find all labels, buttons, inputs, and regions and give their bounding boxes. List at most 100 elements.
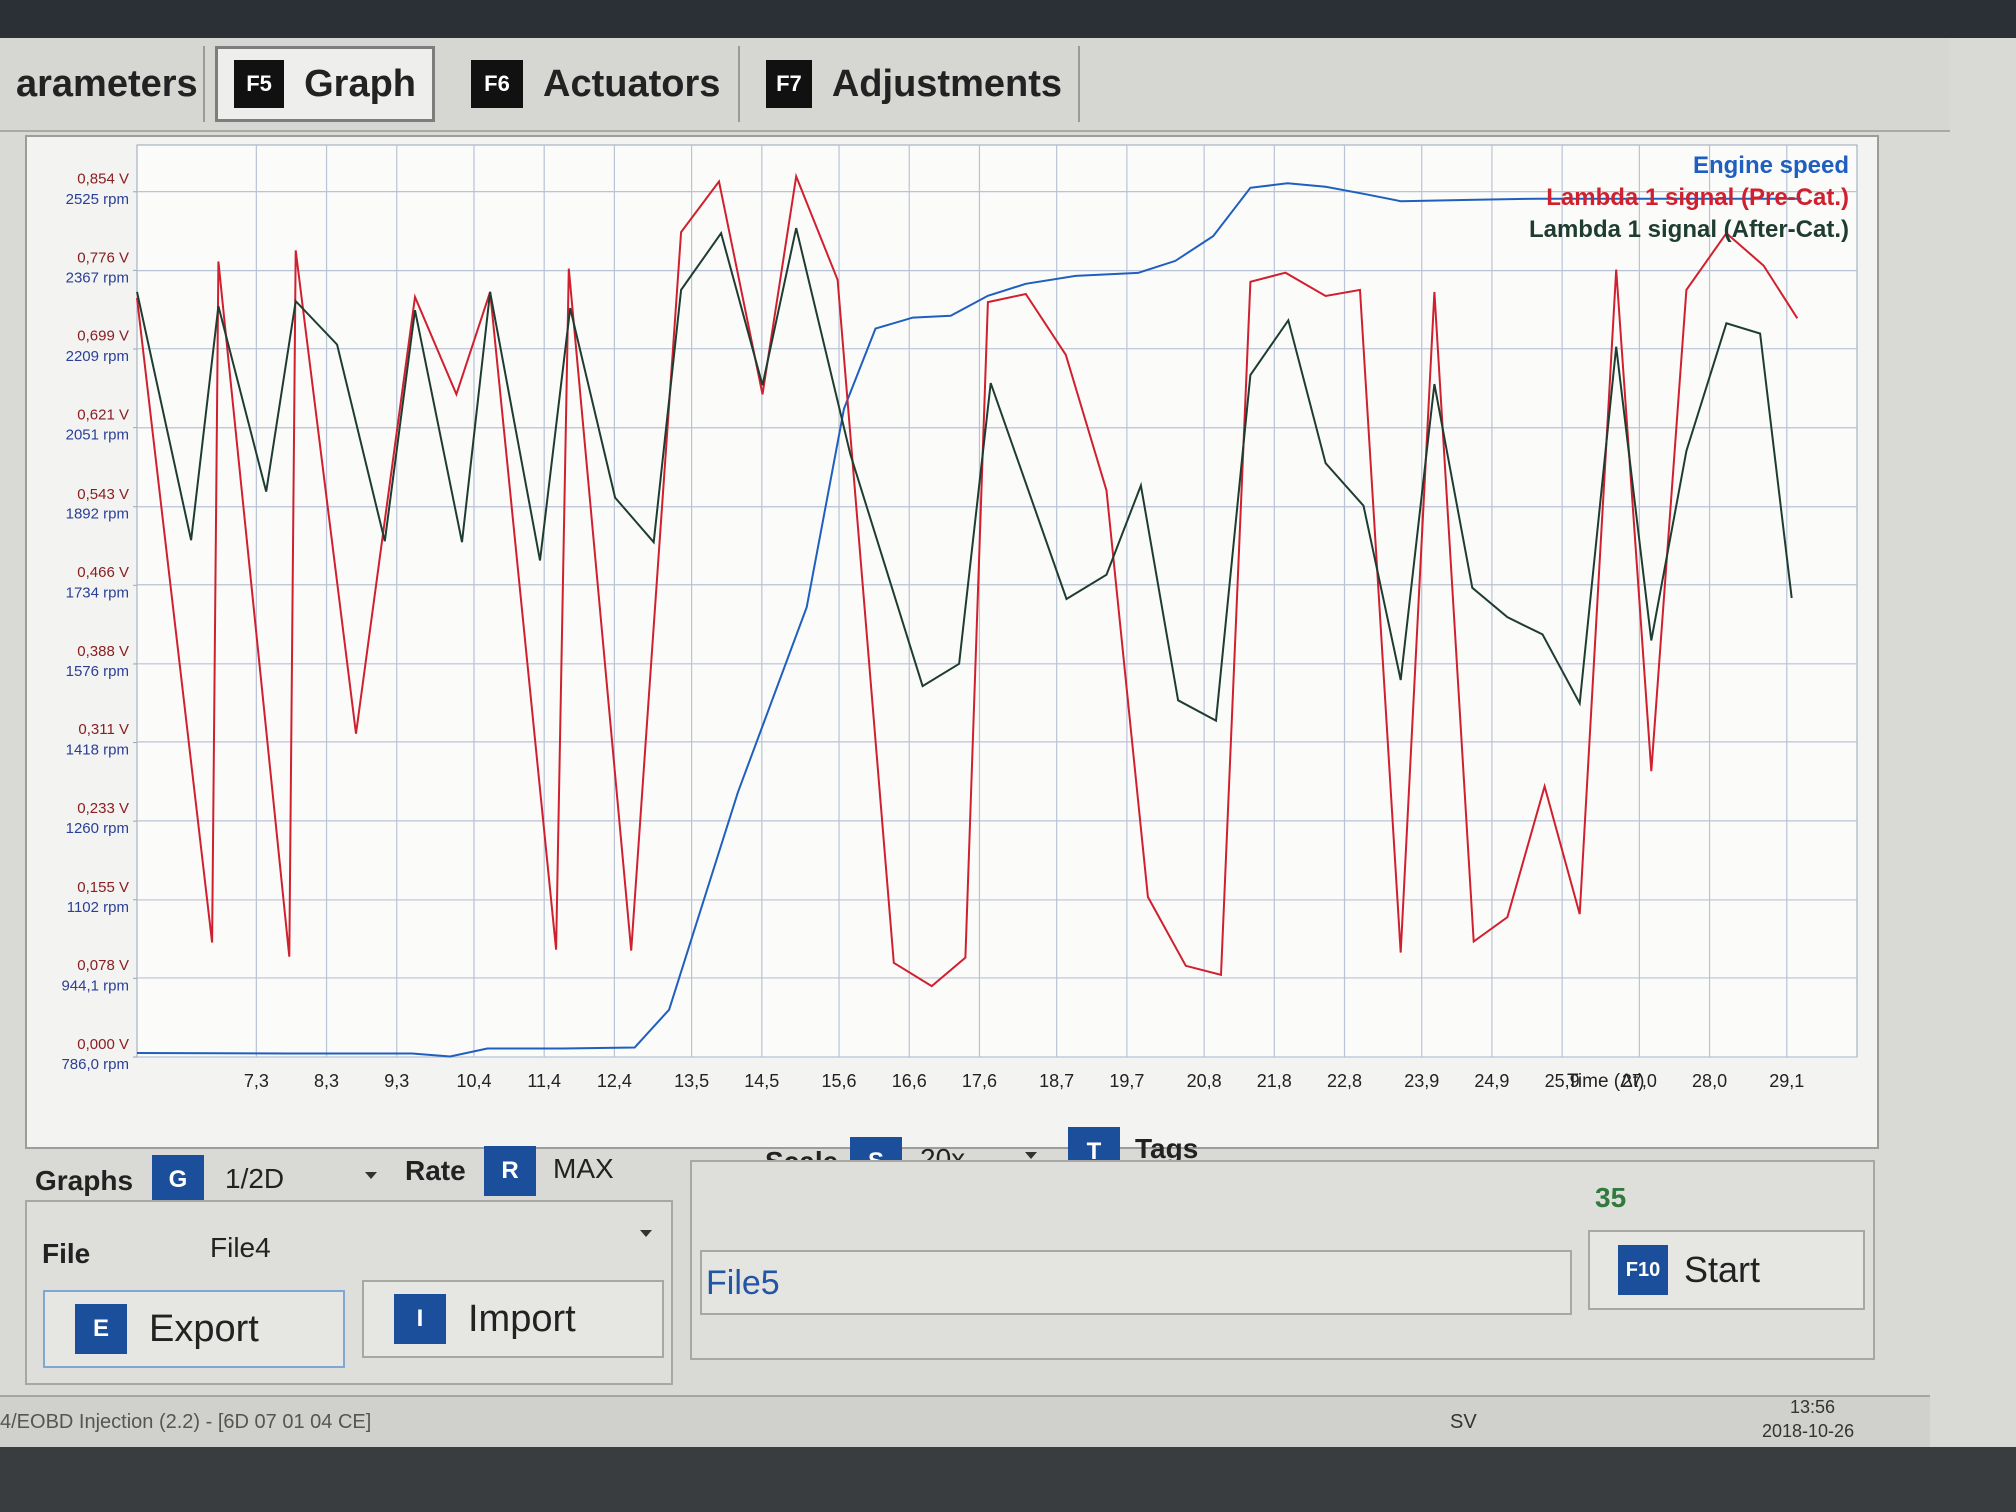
tab-label: Actuators [543,62,721,105]
y2-tick-label: 1734 rpm [66,584,129,601]
graphs-value[interactable]: 1/2D [225,1163,285,1194]
y2-tick-label: 786,0 rpm [61,1056,129,1073]
x-tick-label: 14,5 [744,1071,779,1091]
graphs-label: Graphs [35,1165,134,1196]
series-line [136,227,1793,723]
y-tick-label: 0,543 V [77,486,129,503]
status-bar: 4/EOBD Injection (2.2) - [6D 07 01 04 CE… [0,1395,1930,1447]
y2-tick-label: 1418 rpm [66,742,129,759]
status-title: 4/EOBD Injection (2.2) - [6D 07 01 04 CE… [0,1411,372,1433]
x-tick-label: 24,9 [1474,1071,1509,1091]
y-tick-label: 0,854 V [77,171,129,188]
x-tick-label: 29,1 [1769,1071,1804,1091]
y2-tick-label: 944,1 rpm [61,977,129,994]
key-badge: F10 [1618,1245,1668,1295]
language[interactable]: SV [1450,1411,1477,1433]
y2-tick-label: 1892 rpm [66,506,129,523]
rate-label: Rate [405,1155,466,1186]
button-label: Export [149,1307,259,1350]
x-tick-label: 19,7 [1109,1071,1144,1091]
y-tick-label: 0,621 V [77,407,129,424]
x-tick-label: 28,0 [1692,1071,1727,1091]
tab[interactable]: arameters [0,46,205,122]
tab-label: Graph [304,62,416,105]
legend-entry: Lambda 1 signal (After-Cat.) [1529,216,1849,243]
x-tick-label: 9,3 [384,1071,409,1091]
y-tick-label: 0,776 V [77,250,129,267]
y2-tick-label: 1576 rpm [66,663,129,680]
x-tick-label: 27,0 [1622,1071,1657,1091]
tab-label: arameters [16,62,198,105]
y2-tick-label: 2209 rpm [66,348,129,365]
x-tick-label: 7,3 [244,1071,269,1091]
x-tick-label: 13,5 [674,1071,709,1091]
file-name-input[interactable]: File5 [700,1250,1572,1315]
file-name: File5 [706,1264,780,1302]
import-button[interactable]: I Import [362,1280,664,1358]
x-axis-label: Time (Δt) [1567,1071,1644,1092]
tab-key: F7 [766,60,812,108]
counter: 35 [1595,1182,1627,1213]
x-tick-label: 18,7 [1039,1071,1074,1091]
y-tick-label: 0,233 V [77,800,129,817]
key-badge[interactable]: R [484,1146,536,1196]
y2-tick-label: 1102 rpm [67,899,129,916]
button-label: Start [1684,1249,1761,1290]
y2-tick-label: 2367 rpm [66,269,129,286]
key-badge: E [75,1304,127,1354]
tags-label[interactable]: Tags [1135,1133,1199,1164]
y-tick-label: 0,388 V [77,643,129,660]
taskbar [0,1447,2016,1512]
y2-tick-label: 2051 rpm [66,427,129,444]
x-tick-label: 15,6 [822,1071,857,1091]
start-button[interactable]: F10 Start [1588,1230,1865,1310]
clock-date: 2018-10-26 [1762,1421,1855,1441]
tab[interactable]: F7 Adjustments [750,46,1080,122]
dropdown-arrow[interactable] [1025,1152,1037,1159]
clock-time: 13:56 [1790,1397,1836,1417]
file-label: File [42,1238,91,1269]
legend-entry: Lambda 1 signal (Pre-Cat.) [1546,184,1849,211]
x-tick-label: 23,9 [1404,1071,1439,1091]
x-tick-label: 12,4 [597,1071,632,1091]
x-tick-label: 25,9 [1545,1071,1580,1091]
tab[interactable]: F6 Actuators [455,46,740,122]
y-tick-label: 0,000 V [77,1036,129,1053]
y2-tick-label: 1260 rpm [66,820,129,837]
x-tick-label: 17,6 [962,1071,997,1091]
key-badge[interactable]: G [152,1155,204,1205]
dropdown-arrow[interactable] [640,1230,652,1237]
x-tick-label: 11,4 [527,1071,561,1091]
tab-label: Adjustments [831,62,1062,105]
tab-key: F6 [471,60,523,108]
plot-area [136,144,1858,1058]
window-top [0,0,2016,38]
x-tick-label: 20,8 [1187,1071,1222,1091]
legend-entry: Engine speed [1693,152,1849,179]
y-tick-label: 0,311 V [78,721,129,738]
tab-key: F5 [234,60,285,108]
series-line [136,182,1802,1058]
series-line [136,172,1799,988]
y2-tick-label: 2525 rpm [66,191,129,208]
tab-bar: arameters F5 Graph F6 Actuators F7 Adjustme… [0,38,1950,132]
tab[interactable]: F5 Graph [215,46,435,122]
button-label: Import [468,1297,576,1340]
x-tick-label: 16,6 [892,1071,927,1091]
x-tick-label: 10,4 [456,1071,491,1091]
file-value[interactable]: File4 [210,1232,271,1263]
x-tick-label: 21,8 [1257,1071,1292,1091]
y-tick-label: 0,466 V [77,564,129,581]
graph-panel: 0,000 V 0,078 V 0,155 V 0,233 V 0,311 V 0,388… [25,135,1879,1149]
dropdown-arrow[interactable] [365,1172,377,1179]
y-tick-label: 0,155 V [77,879,129,896]
chart: 0,000 V 0,078 V 0,155 V 0,233 V 0,311 V 0,388… [61,144,1858,1092]
y-tick-label: 0,078 V [77,957,129,974]
rate-value[interactable]: MAX [553,1153,614,1184]
key-badge: I [394,1294,446,1344]
x-tick-label: 22,8 [1327,1071,1362,1091]
export-button[interactable]: E Export [43,1290,345,1368]
x-tick-label: 8,3 [314,1071,339,1091]
y-tick-label: 0,699 V [77,328,129,345]
